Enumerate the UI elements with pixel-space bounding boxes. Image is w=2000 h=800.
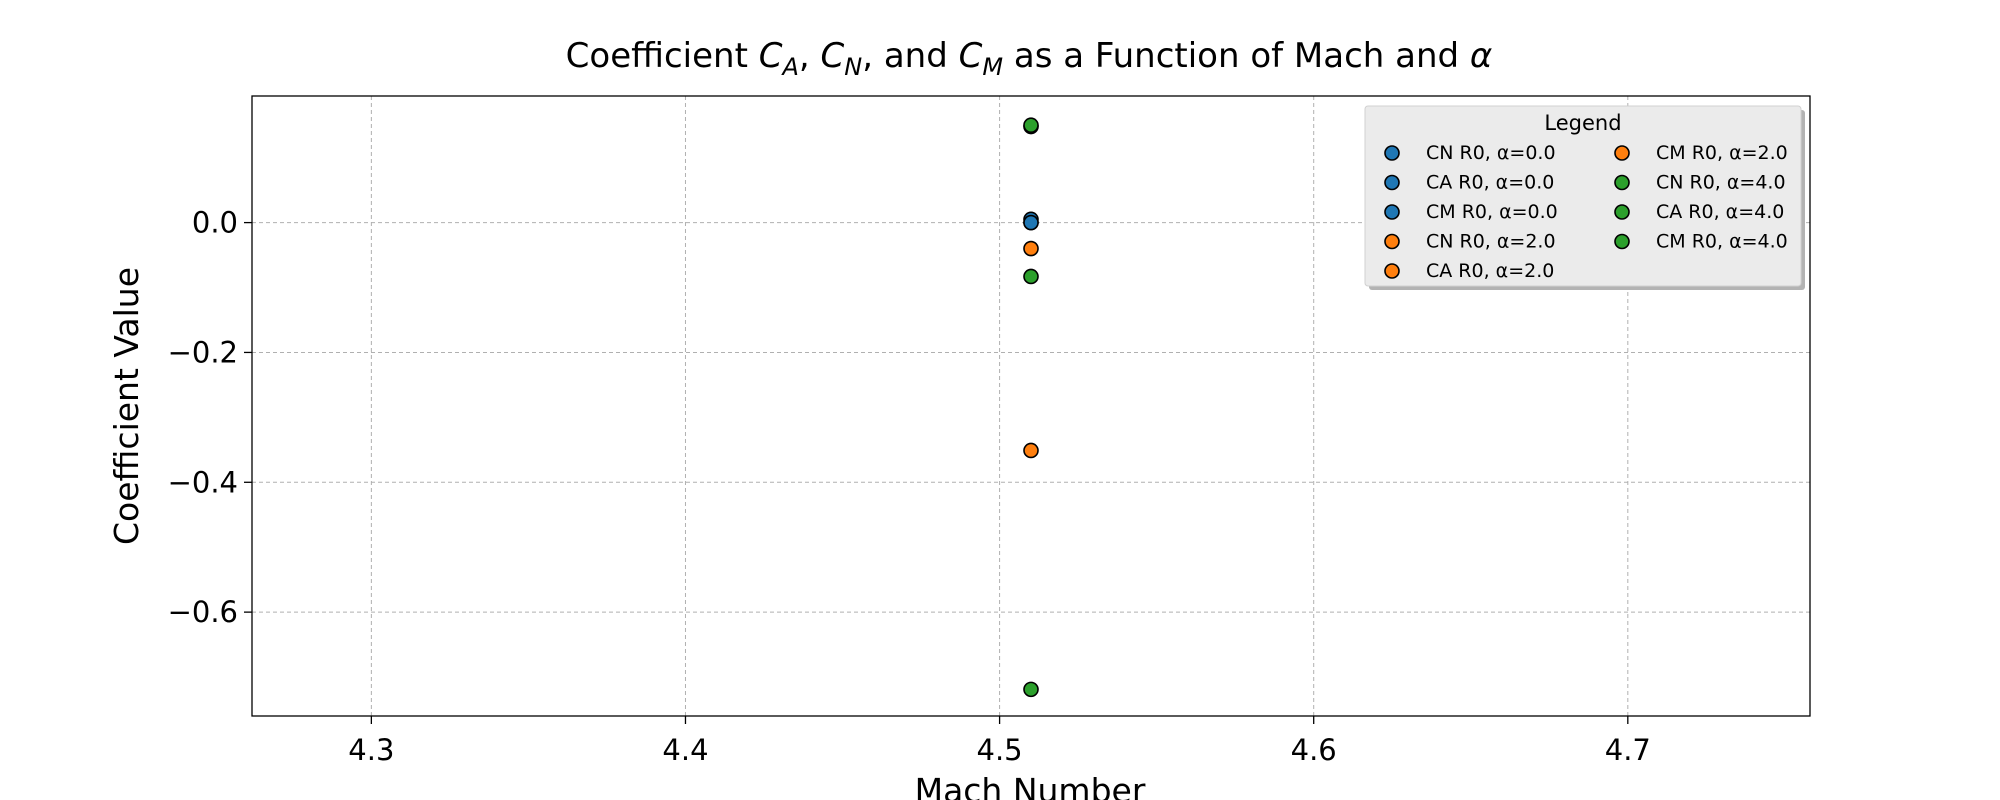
chart-title: Coefficient CA, CN, and CM as a Function… bbox=[566, 36, 1493, 81]
y-axis-label: Coefficient Value bbox=[107, 267, 146, 545]
y-tick-label: −0.6 bbox=[168, 595, 238, 629]
title-part: , and bbox=[862, 36, 958, 76]
legend-label: CA R0, α=4.0 bbox=[1656, 201, 1784, 223]
y-tick-label: 0.0 bbox=[192, 206, 238, 240]
x-tick-label: 4.5 bbox=[977, 733, 1023, 767]
data-point bbox=[1023, 268, 1039, 285]
title-part: A bbox=[780, 53, 798, 81]
title-part: M bbox=[982, 53, 1003, 81]
title-part: , bbox=[799, 36, 821, 76]
y-axis-ticks: 0.0 −0.2 −0.4 −0.6 bbox=[168, 206, 252, 629]
data-point bbox=[1023, 442, 1039, 459]
legend-label: CM R0, α=4.0 bbox=[1656, 231, 1788, 253]
title-part: C bbox=[959, 36, 983, 76]
x-axis-ticks: 4.3 4.4 4.5 4.6 4.7 bbox=[348, 716, 1651, 767]
plot-area-frame bbox=[251, 95, 1811, 717]
data-point bbox=[1023, 214, 1039, 231]
legend-label: CM R0, α=0.0 bbox=[1426, 201, 1558, 223]
data-point bbox=[1023, 681, 1039, 698]
y-tick-label: −0.4 bbox=[168, 465, 238, 499]
title-part: as a Function of Mach and bbox=[1003, 36, 1470, 76]
legend-marker bbox=[1384, 204, 1400, 220]
legend-marker bbox=[1384, 174, 1400, 191]
data-points bbox=[1023, 117, 1039, 698]
legend-marker bbox=[1384, 233, 1400, 250]
legend-label: CN R0, α=0.0 bbox=[1426, 142, 1556, 164]
title-part: C bbox=[821, 36, 845, 76]
x-tick-label: 4.6 bbox=[1291, 733, 1337, 767]
legend-label: CA R0, α=0.0 bbox=[1426, 172, 1554, 194]
x-tick-label: 4.4 bbox=[662, 733, 708, 767]
title-part: α bbox=[1470, 36, 1492, 76]
legend: Legend CN R0, α=0.0 CA R0, α=0.0 CM R0, α=… bbox=[1364, 105, 1805, 290]
x-axis-label: Mach Number bbox=[915, 771, 1146, 800]
legend-marker bbox=[1614, 233, 1630, 250]
data-point bbox=[1023, 117, 1039, 134]
legend-title: Legend bbox=[1544, 111, 1621, 135]
x-tick-label: 4.7 bbox=[1605, 733, 1651, 767]
title-part: Coefficient bbox=[566, 36, 759, 76]
legend-label: CM R0, α=2.0 bbox=[1656, 142, 1788, 164]
legend-marker bbox=[1614, 204, 1630, 220]
legend-box bbox=[1364, 105, 1802, 287]
legend-marker bbox=[1614, 145, 1630, 161]
x-tick-label: 4.3 bbox=[348, 733, 394, 767]
legend-marker bbox=[1384, 145, 1400, 161]
legend-entries: CN R0, α=0.0 CA R0, α=0.0 CM R0, α=0.0 CN R… bbox=[1384, 142, 1788, 282]
legend-marker bbox=[1384, 263, 1400, 279]
legend-label: CA R0, α=2.0 bbox=[1426, 260, 1554, 282]
legend-label: CN R0, α=2.0 bbox=[1426, 231, 1556, 253]
title-part: N bbox=[844, 53, 862, 81]
title-part: C bbox=[759, 36, 783, 76]
data-point bbox=[1023, 240, 1039, 257]
y-tick-label: −0.2 bbox=[168, 335, 238, 369]
legend-label: CN R0, α=4.0 bbox=[1656, 172, 1786, 194]
legend-marker bbox=[1614, 174, 1630, 191]
